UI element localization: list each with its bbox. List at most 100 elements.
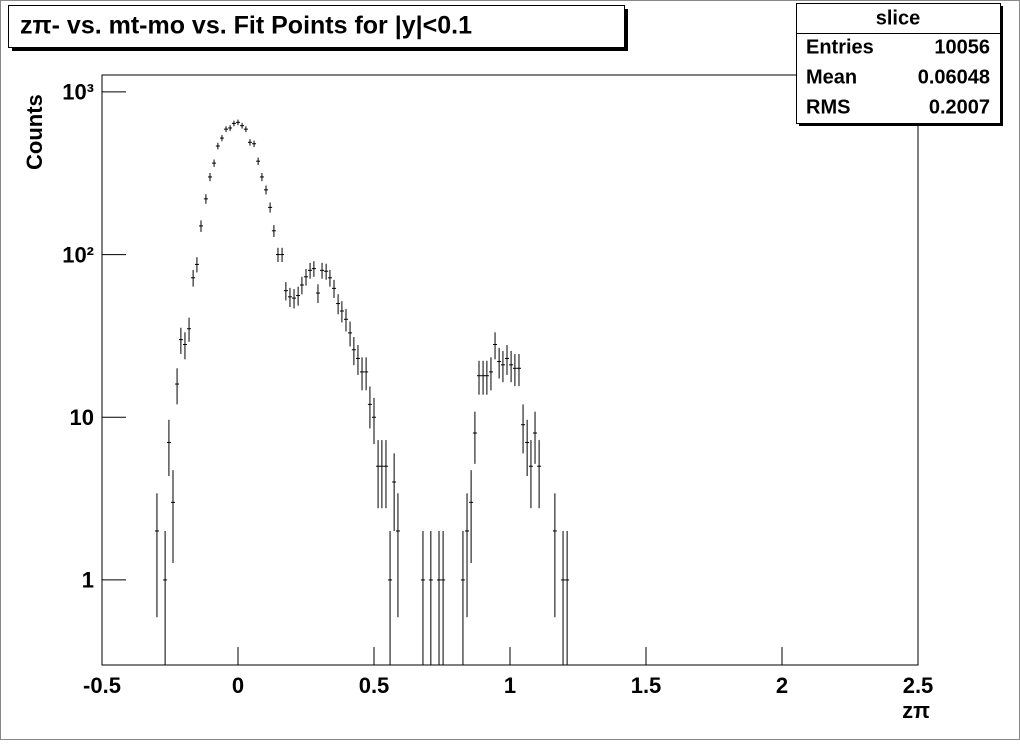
data-point: [469, 470, 474, 564]
data-point: [500, 350, 505, 383]
data-point: [392, 453, 397, 531]
data-point: [351, 337, 356, 366]
data-point: [219, 135, 224, 142]
data-point: [231, 120, 236, 127]
data-point: [339, 301, 344, 323]
data-point: [481, 360, 486, 395]
data-point: [178, 327, 183, 354]
data-point: [441, 530, 446, 665]
data-point: [476, 360, 481, 395]
data-point: [315, 284, 320, 304]
data-point: [299, 276, 304, 295]
data-point: [327, 269, 332, 287]
data-point: [324, 263, 329, 280]
data-point: [271, 225, 276, 238]
x-tick-label: 2: [776, 673, 788, 698]
y-tick-label: 10²: [62, 242, 94, 267]
data-point: [460, 530, 465, 665]
stats-label: RMS: [806, 96, 850, 118]
data-point: [521, 404, 526, 454]
data-point: [308, 262, 313, 279]
data-point: [252, 140, 257, 148]
data-point: [199, 220, 204, 232]
x-axis-title: zπ: [902, 698, 930, 723]
data-point: [533, 411, 538, 464]
data-point: [465, 493, 470, 618]
data-point: [383, 440, 388, 509]
data-point: [376, 440, 381, 509]
data-point: [565, 530, 570, 665]
x-tick-label: 0.5: [359, 673, 390, 698]
x-tick-label: 1: [504, 673, 516, 698]
data-point: [332, 279, 337, 298]
data-point: [187, 317, 192, 342]
data-point: [516, 354, 521, 387]
stats-value: 10056: [934, 36, 990, 58]
data-point: [287, 287, 292, 308]
y-axis-title: Counts: [22, 94, 47, 170]
data-point: [388, 530, 393, 665]
data-point: [343, 308, 348, 332]
data-point: [493, 332, 498, 360]
data-point: [420, 530, 425, 665]
data-point: [348, 321, 353, 347]
data-point: [203, 194, 208, 204]
data-point: [275, 247, 280, 263]
data-point: [264, 185, 269, 195]
data-point: [191, 269, 196, 287]
data-point: [488, 357, 493, 391]
data-point: [194, 257, 199, 273]
data-point: [240, 122, 245, 129]
data-point: [525, 419, 530, 477]
x-tick-label: -0.5: [83, 673, 121, 698]
data-point: [379, 440, 384, 509]
stats-title: slice: [876, 7, 920, 29]
data-point: [268, 202, 273, 213]
data-point: [215, 142, 220, 150]
data-point: [304, 268, 308, 286]
data-point: [528, 440, 533, 509]
stats-value: 0.06048: [918, 66, 990, 88]
data-point: [170, 470, 175, 564]
data-point: [552, 493, 557, 618]
data-point: [212, 159, 217, 167]
data-point: [311, 261, 316, 277]
plot-frame: [101, 74, 919, 666]
stats-label: Mean: [806, 66, 857, 88]
data-point: [395, 493, 400, 618]
y-tick-label: 10: [70, 405, 94, 430]
data-point: [472, 411, 477, 464]
data-point: [320, 262, 325, 279]
data-point: [360, 357, 365, 391]
stats-value: 0.2007: [929, 96, 990, 118]
data-point: [280, 247, 285, 263]
data-point: [259, 172, 264, 182]
data-point: [367, 386, 372, 429]
y-tick-label: 1: [82, 568, 94, 593]
data-point: [224, 126, 229, 133]
data-point: [182, 332, 187, 360]
data-point: [236, 119, 240, 126]
data-point: [364, 357, 369, 391]
x-tick-label: 0: [232, 673, 244, 698]
chart-title: zπ- vs. mt-mo vs. Fit Points for |y|<0.1: [20, 12, 472, 40]
data-point: [497, 347, 502, 379]
stats-label: Entries: [806, 36, 874, 58]
title-box: [8, 5, 625, 48]
data-point: [355, 345, 360, 375]
data-point: [296, 286, 301, 306]
data-point: [283, 282, 288, 301]
data-point: [484, 360, 489, 395]
x-tick-label: 1.5: [631, 673, 662, 698]
data-point: [207, 172, 212, 182]
stats-box: [796, 3, 1001, 124]
data-point: [537, 440, 542, 509]
data-point: [247, 139, 252, 146]
x-tick-label: 2.5: [903, 673, 934, 698]
data-point: [228, 125, 233, 131]
data-point: [292, 289, 297, 309]
data-point: [154, 493, 159, 618]
data-point: [428, 530, 433, 665]
